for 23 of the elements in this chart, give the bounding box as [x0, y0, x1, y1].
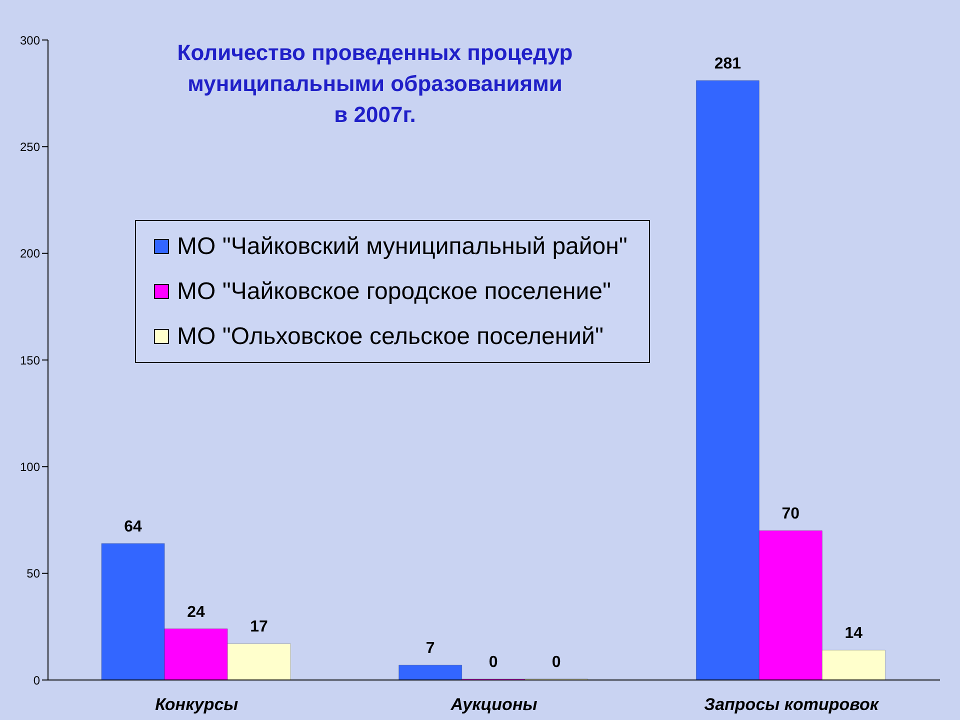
legend-label: МО "Чайковский муниципальный район" [177, 232, 628, 260]
text: Количество проведенных процедур муниципальными образованиями в 2007г. [176, 39, 574, 129]
x-tick-label: Аукционы [450, 695, 538, 714]
data-label: 0 [488, 654, 498, 671]
data-label: 7 [426, 640, 435, 658]
y-tick-label: 300 [20, 33, 40, 48]
y-tick-label: 0 [33, 673, 40, 688]
data-label: 64 [124, 518, 142, 536]
data-label: 0 [552, 654, 561, 671]
y-tick-label: 150 [20, 353, 40, 368]
legend-label: МО "Ольховское сельское поселений" [177, 322, 604, 350]
y-tick-label: 250 [20, 140, 40, 154]
data-label: 14 [844, 625, 863, 642]
x-tick-label: Конкурсы [155, 695, 239, 714]
x-tick-label: Запросы котировок [704, 695, 880, 714]
y-tick-label: 50 [26, 566, 40, 581]
data-label: 70 [782, 506, 800, 523]
y-tick-label: 100 [20, 460, 40, 474]
data-label: 17 [250, 618, 268, 636]
data-label: 281 [714, 56, 742, 73]
legend-label: МО "Чайковское городское поселение" [177, 278, 611, 306]
data-label: 24 [187, 604, 206, 621]
y-tick-label: 200 [20, 246, 40, 261]
